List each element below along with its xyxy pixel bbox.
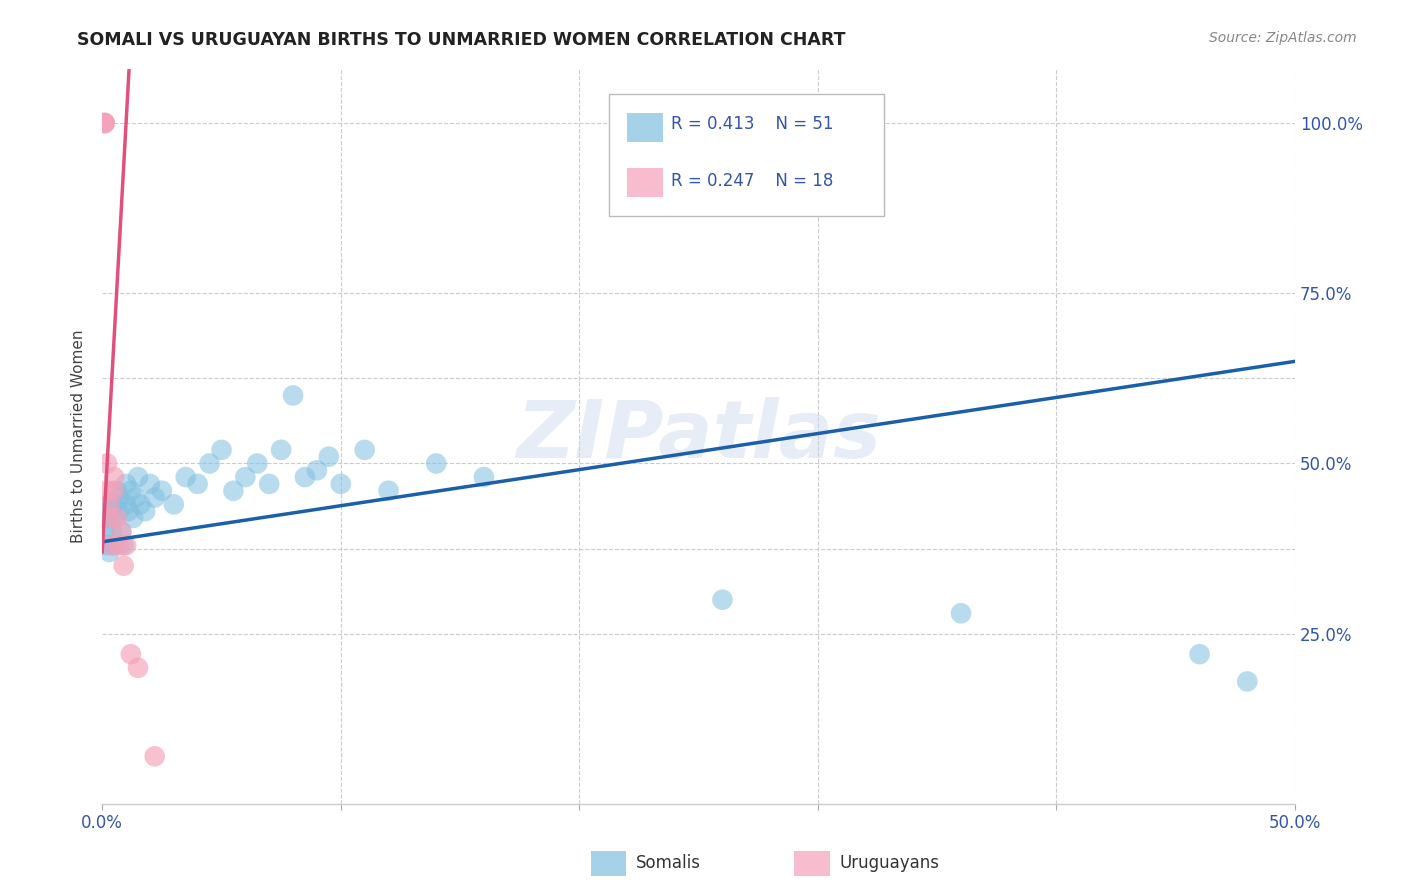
Text: R = 0.247    N = 18: R = 0.247 N = 18 <box>671 172 834 190</box>
Point <box>425 457 447 471</box>
Point <box>105 511 128 525</box>
FancyBboxPatch shape <box>627 112 662 142</box>
Point <box>115 538 138 552</box>
Point <box>318 450 340 464</box>
Point <box>105 483 128 498</box>
Point <box>174 470 197 484</box>
Point <box>711 592 734 607</box>
FancyBboxPatch shape <box>609 95 883 216</box>
Point <box>103 511 125 525</box>
Text: Somalis: Somalis <box>636 855 700 872</box>
Point <box>120 647 142 661</box>
Point <box>93 116 115 130</box>
FancyBboxPatch shape <box>627 168 662 197</box>
Point <box>100 538 122 552</box>
Point <box>98 497 121 511</box>
Point <box>294 470 316 484</box>
Point <box>246 457 269 471</box>
Point <box>353 442 375 457</box>
Point <box>96 457 118 471</box>
Point <box>127 470 149 484</box>
Point <box>122 511 145 525</box>
Point <box>112 538 135 552</box>
Point <box>281 388 304 402</box>
Point <box>472 470 495 484</box>
Point <box>124 491 146 505</box>
Point <box>305 463 328 477</box>
Point <box>329 477 352 491</box>
Point <box>270 442 292 457</box>
Point <box>100 504 122 518</box>
Point <box>1188 647 1211 661</box>
Point <box>163 497 186 511</box>
Text: Uruguayans: Uruguayans <box>839 855 939 872</box>
Text: Source: ZipAtlas.com: Source: ZipAtlas.com <box>1209 31 1357 45</box>
Point <box>150 483 173 498</box>
Point <box>93 116 115 130</box>
Y-axis label: Births to Unmarried Women: Births to Unmarried Women <box>72 329 86 543</box>
Point <box>198 457 221 471</box>
Point <box>211 442 233 457</box>
Point <box>127 661 149 675</box>
Point <box>105 497 128 511</box>
Point <box>96 511 118 525</box>
Point <box>93 116 115 130</box>
Point <box>103 483 125 498</box>
Point <box>93 504 115 518</box>
Point <box>1236 674 1258 689</box>
Point <box>98 545 121 559</box>
Point <box>120 483 142 498</box>
Point <box>108 491 131 505</box>
Point <box>129 497 152 511</box>
Point <box>139 477 162 491</box>
Point <box>96 538 118 552</box>
Point <box>110 524 132 539</box>
Point <box>112 558 135 573</box>
Text: SOMALI VS URUGUAYAN BIRTHS TO UNMARRIED WOMEN CORRELATION CHART: SOMALI VS URUGUAYAN BIRTHS TO UNMARRIED … <box>77 31 846 49</box>
Point <box>100 524 122 539</box>
Text: ZIPatlas: ZIPatlas <box>516 397 882 475</box>
Point <box>117 504 139 518</box>
Point <box>98 497 121 511</box>
Point <box>222 483 245 498</box>
Point <box>98 511 121 525</box>
Point <box>257 477 280 491</box>
Point <box>103 470 125 484</box>
Text: R = 0.413    N = 51: R = 0.413 N = 51 <box>671 115 834 133</box>
Point <box>235 470 257 484</box>
Point <box>103 538 125 552</box>
Point <box>115 477 138 491</box>
Point <box>377 483 399 498</box>
Point <box>96 483 118 498</box>
Point <box>110 524 132 539</box>
Point <box>93 524 115 539</box>
Point <box>134 504 156 518</box>
Point <box>187 477 209 491</box>
Point <box>115 497 138 511</box>
Point <box>950 607 973 621</box>
Point <box>108 538 131 552</box>
Point <box>143 491 166 505</box>
Point <box>108 504 131 518</box>
Point <box>143 749 166 764</box>
